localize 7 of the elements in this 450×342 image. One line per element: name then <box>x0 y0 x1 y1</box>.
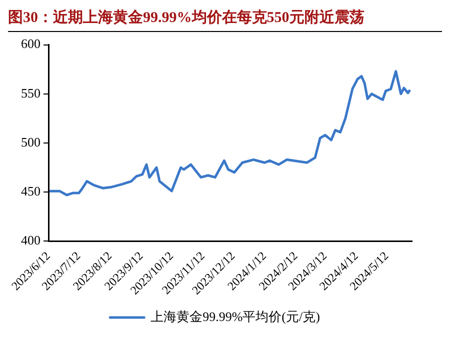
y-tick-label: 400 <box>21 232 40 248</box>
chart-title: 图30：近期上海黄金99.99%均价在每克550元附近震荡 <box>8 8 442 32</box>
legend-label: 上海黄金99.99%平均价(元/克) <box>150 308 320 324</box>
y-tick-label: 550 <box>21 85 40 100</box>
y-tick-label: 600 <box>21 36 40 52</box>
y-tick-label: 500 <box>21 134 40 150</box>
y-tick-label: 450 <box>21 183 40 198</box>
